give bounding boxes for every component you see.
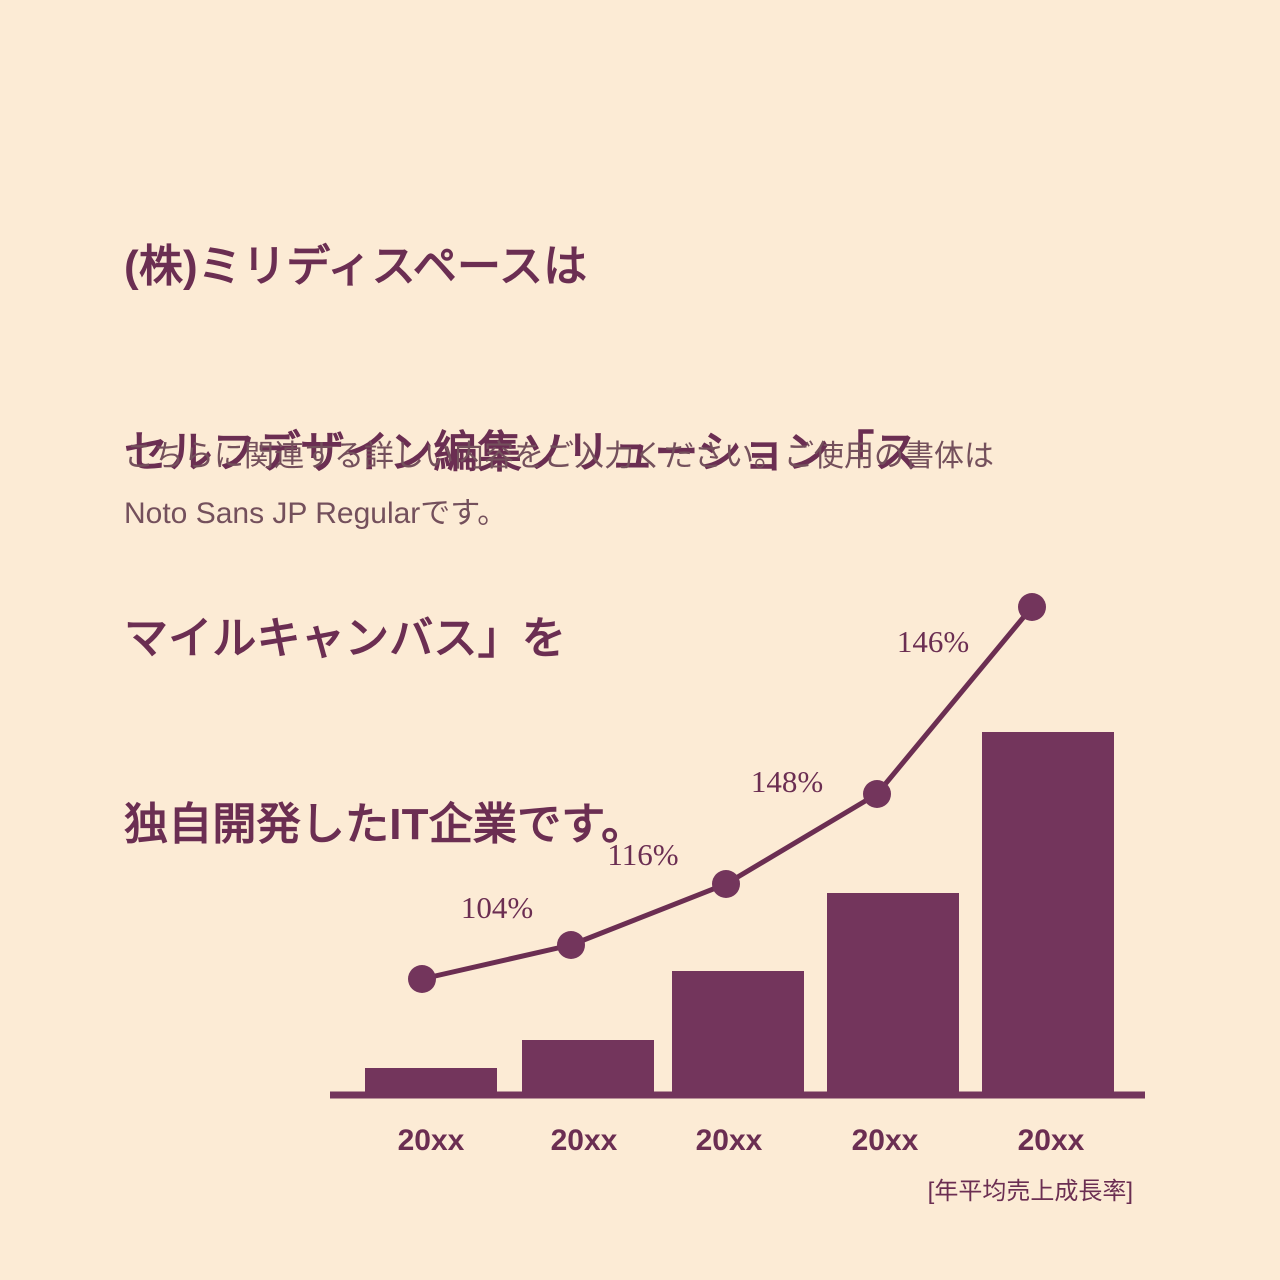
growth-label-116: 116% <box>607 837 678 872</box>
growth-label-group: 104% 116% 148% 146% <box>461 624 969 925</box>
body-copy-line-2: Noto Sans JP Regularです。 <box>124 497 508 530</box>
growth-label-146: 146% <box>897 624 969 659</box>
growth-marker-group <box>408 593 1046 993</box>
growth-marker-5 <box>1018 593 1046 621</box>
growth-marker-1 <box>408 965 436 993</box>
bar-3 <box>672 971 804 1092</box>
growth-marker-4 <box>863 780 891 808</box>
x-tick-label-4: 20xx <box>852 1124 919 1157</box>
growth-marker-2 <box>557 931 585 959</box>
growth-label-148: 148% <box>751 764 823 799</box>
x-tick-label-2: 20xx <box>551 1124 618 1157</box>
headline: (株)ミリディスペースは セルフデザイン編集ソリューション「ス マイルキャンバス… <box>124 112 1184 980</box>
body-copy-line-1: こちらに関連する詳しい内容をご入力ください。ご使用の書体は <box>124 440 994 473</box>
growth-marker-3 <box>712 870 740 898</box>
bar-2 <box>522 1040 654 1092</box>
bar-5 <box>982 732 1114 1092</box>
bar-group <box>365 732 1114 1092</box>
bar-4 <box>827 893 959 1092</box>
chart-caption: [年平均売上成長率] <box>928 1178 1133 1205</box>
growth-label-104: 104% <box>461 890 533 925</box>
headline-line-1: (株)ミリディスペースは <box>124 242 588 291</box>
headline-line-2: セルフデザイン編集ソリューション「ス <box>124 428 919 477</box>
body-copy: こちらに関連する詳しい内容をご入力ください。ご使用の書体は Noto Sans … <box>124 428 1134 542</box>
x-tick-label-1: 20xx <box>398 1124 465 1157</box>
bar-1 <box>365 1068 497 1092</box>
x-tick-label-group: 20xx 20xx 20xx 20xx 20xx <box>398 1124 1085 1157</box>
x-tick-label-5: 20xx <box>1018 1124 1085 1157</box>
x-tick-label-3: 20xx <box>696 1124 763 1157</box>
headline-line-4: 独自開発したIT企業です。 <box>124 800 646 849</box>
headline-line-3: マイルキャンバス」を <box>124 614 566 663</box>
